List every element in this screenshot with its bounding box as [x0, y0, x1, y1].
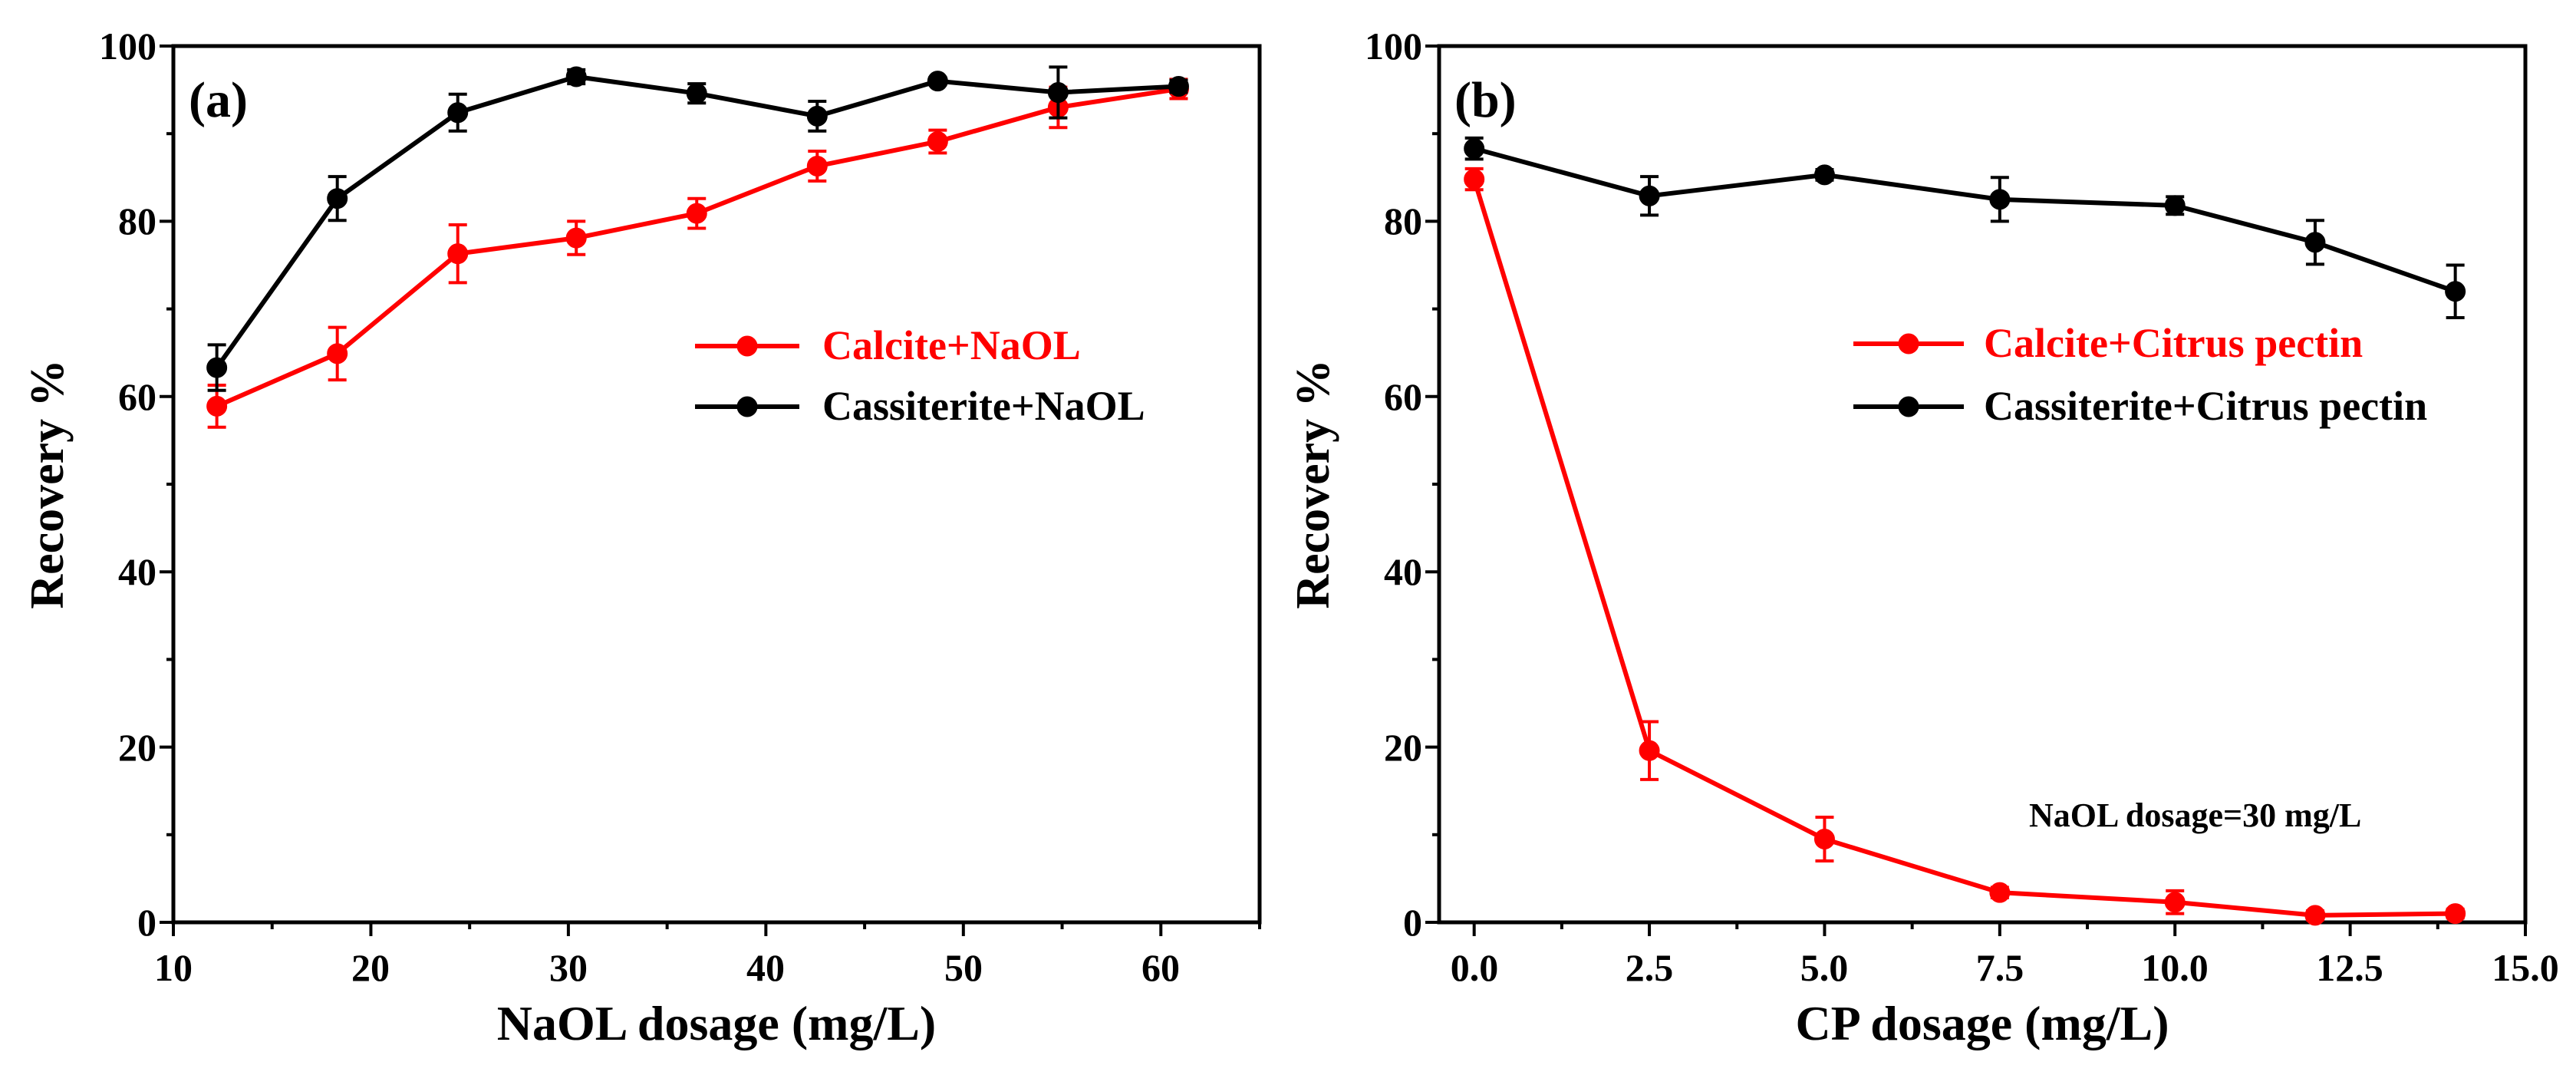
data-point [806, 105, 828, 127]
y-tick-label: 20 [118, 726, 156, 769]
y-tick-label: 100 [1365, 25, 1422, 68]
data-point [927, 130, 948, 152]
y-tick-label: 60 [1384, 375, 1422, 418]
y-tick-label: 80 [118, 200, 156, 242]
legend: Calcite+Citrus pectin Cassiterite+Citrus… [1853, 320, 2427, 429]
y-axis-label: Recovery % [21, 359, 74, 608]
legend-label-calcite: Calcite+Citrus pectin [1984, 320, 2363, 366]
data-point [2304, 232, 2326, 253]
data-point [2164, 195, 2186, 216]
x-tick-label: 10 [154, 946, 193, 989]
data-point [2304, 905, 2326, 926]
x-tick-label: 12.5 [2316, 946, 2383, 989]
data-point [1813, 164, 1835, 186]
legend-label-cassiterite: Cassiterite+Citrus pectin [1984, 383, 2427, 429]
data-point [1464, 138, 1485, 160]
x-tick-label: 10.0 [2141, 946, 2209, 989]
panel-a: (a) Recovery % NaOL dosage (mg/L) 10 20 … [21, 25, 1262, 1050]
legend-marker-calcite [736, 335, 758, 357]
data-point [447, 243, 469, 265]
legend-marker-cassiterite [736, 396, 758, 417]
legend-marker-calcite [1898, 333, 1919, 355]
y-tick-label: 80 [1384, 200, 1422, 242]
y-tick-label: 20 [1384, 726, 1422, 769]
data-point [2445, 281, 2466, 302]
data-point [686, 203, 707, 224]
data-point [1813, 829, 1835, 850]
data-point [1989, 189, 2011, 210]
x-tick-label: 2.5 [1626, 946, 1674, 989]
y-tick-label: 60 [118, 375, 156, 418]
x-tick-label: 0.0 [1451, 946, 1499, 989]
annotation-naol-dosage: NaOL dosage=30 mg/L [2029, 796, 2361, 834]
data-point [1047, 82, 1069, 104]
data-point [447, 102, 469, 124]
data-point [1168, 76, 1189, 97]
panel-label: (b) [1454, 72, 1517, 128]
legend-marker-cassiterite [1898, 396, 1919, 417]
x-tick-label: 30 [549, 946, 588, 989]
series-cassiterite [1464, 136, 2466, 320]
data-point [1464, 169, 1485, 190]
y-tick-label: 40 [118, 550, 156, 593]
x-axis-label: NaOL dosage (mg/L) [497, 996, 936, 1050]
data-point [1639, 185, 1660, 206]
y-tick-label: 40 [1384, 550, 1422, 593]
data-point [1989, 882, 2011, 903]
panel-label: (a) [189, 72, 248, 128]
data-point [565, 227, 587, 249]
x-tick-label: 15.0 [2492, 946, 2559, 989]
x-tick-label: 5.0 [1800, 946, 1849, 989]
axis-ticks [160, 45, 1261, 936]
data-point [686, 83, 707, 104]
data-point [927, 71, 948, 92]
data-point [327, 343, 348, 364]
x-tick-label: 20 [351, 946, 390, 989]
axis-ticks [1425, 45, 2527, 936]
data-point [206, 357, 228, 378]
data-point [2164, 892, 2186, 913]
y-tick-label: 0 [1403, 901, 1422, 944]
legend-label-calcite: Calcite+NaOL [822, 322, 1081, 368]
data-point [1639, 740, 1660, 761]
legend: Calcite+NaOL Cassiterite+NaOL [695, 322, 1145, 429]
data-point [327, 188, 348, 209]
x-tick-label: 7.5 [1976, 946, 2024, 989]
y-axis-label: Recovery % [1287, 359, 1339, 608]
y-tick-label: 100 [99, 25, 156, 68]
data-point [206, 395, 228, 417]
x-tick-label: 40 [746, 946, 785, 989]
x-tick-label: 50 [944, 946, 983, 989]
data-point [565, 66, 587, 87]
x-tick-label: 60 [1141, 946, 1180, 989]
series-cassiterite [206, 65, 1189, 392]
y-tick-label: 0 [137, 901, 156, 944]
legend-label-cassiterite: Cassiterite+NaOL [822, 383, 1145, 429]
series-calcite [1464, 167, 2466, 926]
x-axis-label: CP dosage (mg/L) [1795, 996, 2169, 1050]
panel-b: (b) Recovery % CP dosage (mg/L) 0.0 2.5 … [1287, 25, 2559, 1050]
data-point [806, 155, 828, 176]
data-point [2445, 903, 2466, 925]
